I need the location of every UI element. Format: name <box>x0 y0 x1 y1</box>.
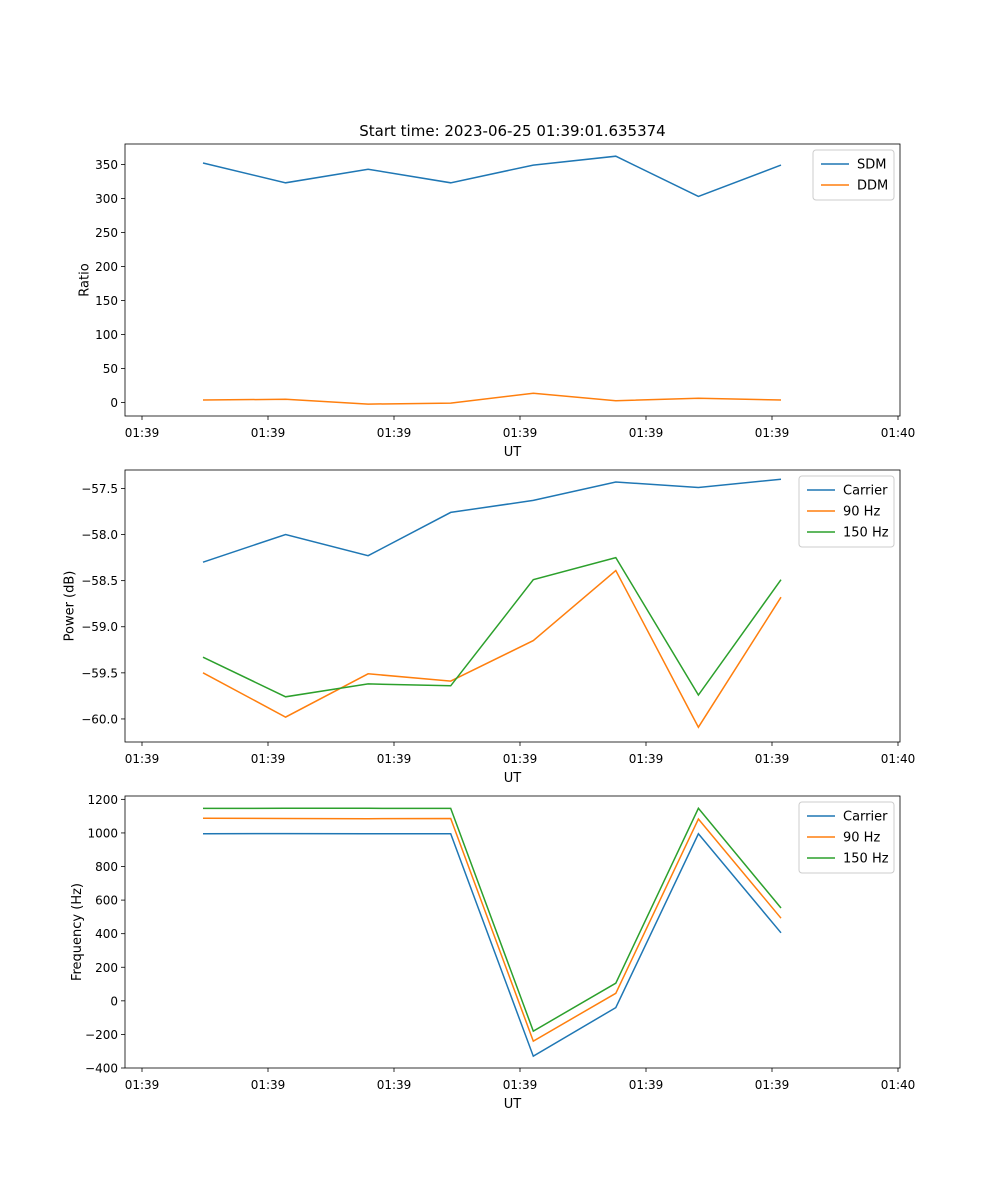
frequency-legend: Carrier 90 Hz 150 Hz <box>798 801 895 874</box>
power-x-tick-label: 01:39 <box>377 752 412 766</box>
frequency-y-tick-label: 400 <box>95 927 118 941</box>
figure-title: Start time: 2023-06-25 01:39:01.635374 <box>359 122 665 140</box>
power-y-tick-label: −58.0 <box>81 528 118 542</box>
ratio-x-tick-label: 01:39 <box>251 426 286 440</box>
frequency-y-tick-label: 0 <box>110 994 118 1008</box>
power-y-axis-label: Power (dB) <box>63 571 78 642</box>
ratio-y-tick-label: 0 <box>110 396 118 410</box>
frequency-line-90-hz <box>202 817 782 1043</box>
frequency-y-axis-label: Frequency (Hz) <box>70 883 85 981</box>
ratio-x-tick-label: 01:39 <box>377 426 412 440</box>
frequency-legend-label: 150 Hz <box>843 852 889 867</box>
frequency-legend-label: 90 Hz <box>843 831 880 846</box>
power-legend: Carrier 90 Hz 150 Hz <box>798 475 895 548</box>
power-panel: 01:39 01:39 01:39 01:39 01:39 01:39 01:40 UT −60… <box>63 469 916 786</box>
ratio-y-tick-label: 50 <box>103 362 118 376</box>
power-legend-label: Carrier <box>843 484 888 499</box>
frequency-x-tick-label: 01:39 <box>629 1078 664 1092</box>
frequency-y-tick-label: 1000 <box>87 826 118 840</box>
frequency-y-tick-label: −400 <box>85 1062 118 1076</box>
frequency-x-tick-label: 01:39 <box>125 1078 160 1092</box>
frequency-panel: 01:39 01:39 01:39 01:39 01:39 01:39 01:40 UT −40… <box>70 793 915 1112</box>
frequency-y-tick-label: −200 <box>85 1028 118 1042</box>
power-legend-label: 90 Hz <box>843 505 880 520</box>
frequency-x-tick-label: 01:39 <box>377 1078 412 1092</box>
power-y-tick-label: −57.5 <box>81 482 118 496</box>
frequency-x-tick-label: 01:39 <box>755 1078 790 1092</box>
frequency-y-tick-label: 1200 <box>87 793 118 807</box>
ratio-legend-label: SDM <box>857 158 886 173</box>
ratio-y-axis-label: Ratio <box>78 263 93 296</box>
ratio-y-tick-label: 250 <box>95 226 118 240</box>
ratio-line-ddm <box>202 392 782 405</box>
power-y-tick-label: −59.0 <box>81 620 118 634</box>
frequency-legend-label: Carrier <box>843 810 888 825</box>
power-legend-label: 150 Hz <box>843 526 889 541</box>
power-x-tick-label: 01:39 <box>503 752 538 766</box>
frequency-x-tick-label: 01:39 <box>251 1078 286 1092</box>
ratio-legend: SDM DDM <box>812 149 895 201</box>
ratio-panel: 01:39 01:39 01:39 01:39 01:39 01:39 01:40 UT 0 50… <box>78 143 916 460</box>
frequency-axes-frame <box>124 795 901 1069</box>
frequency-x-tick-label: 01:40 <box>881 1078 916 1092</box>
ratio-y-tick-label: 150 <box>95 294 118 308</box>
power-y-tick-label: −59.5 <box>81 666 118 680</box>
power-y-tick-label: −58.5 <box>81 574 118 588</box>
power-line-150-hz <box>202 556 782 698</box>
ratio-y-tick-label: 300 <box>95 192 118 206</box>
frequency-x-tick-label: 01:39 <box>503 1078 538 1092</box>
power-x-axis-label: UT <box>504 771 522 786</box>
frequency-line-carrier <box>202 832 782 1058</box>
ratio-x-tick-label: 01:39 <box>629 426 664 440</box>
power-x-tick-label: 01:39 <box>251 752 286 766</box>
ratio-x-tick-label: 01:39 <box>755 426 790 440</box>
ratio-y-tick-label: 200 <box>95 260 118 274</box>
ratio-y-tick-label: 100 <box>95 328 118 342</box>
ratio-axes-frame <box>124 143 901 417</box>
ratio-x-axis-label: UT <box>504 445 522 460</box>
ratio-y-tick-label: 350 <box>95 158 118 172</box>
frequency-x-axis-label: UT <box>504 1097 522 1112</box>
power-legend-box <box>798 475 895 548</box>
power-x-tick-label: 01:39 <box>629 752 664 766</box>
ratio-line-sdm <box>202 155 782 198</box>
power-x-tick-label: 01:39 <box>755 752 790 766</box>
power-x-tick-label: 01:39 <box>125 752 160 766</box>
ratio-x-tick-label: 01:39 <box>125 426 160 440</box>
power-line-90-hz <box>202 569 782 729</box>
power-y-tick-label: −60.0 <box>81 712 118 726</box>
ratio-legend-box <box>812 149 895 201</box>
frequency-y-tick-label: 800 <box>95 860 118 874</box>
power-axes-frame <box>124 469 901 743</box>
frequency-line-150-hz <box>202 806 782 1033</box>
power-x-tick-label: 01:40 <box>881 752 916 766</box>
ratio-x-tick-label: 01:40 <box>881 426 916 440</box>
frequency-legend-box <box>798 801 895 874</box>
ratio-x-tick-label: 01:39 <box>503 426 538 440</box>
frequency-y-tick-label: 200 <box>95 961 118 975</box>
power-line-carrier <box>202 478 782 563</box>
frequency-y-tick-label: 600 <box>95 894 118 908</box>
ratio-legend-label: DDM <box>857 179 888 194</box>
